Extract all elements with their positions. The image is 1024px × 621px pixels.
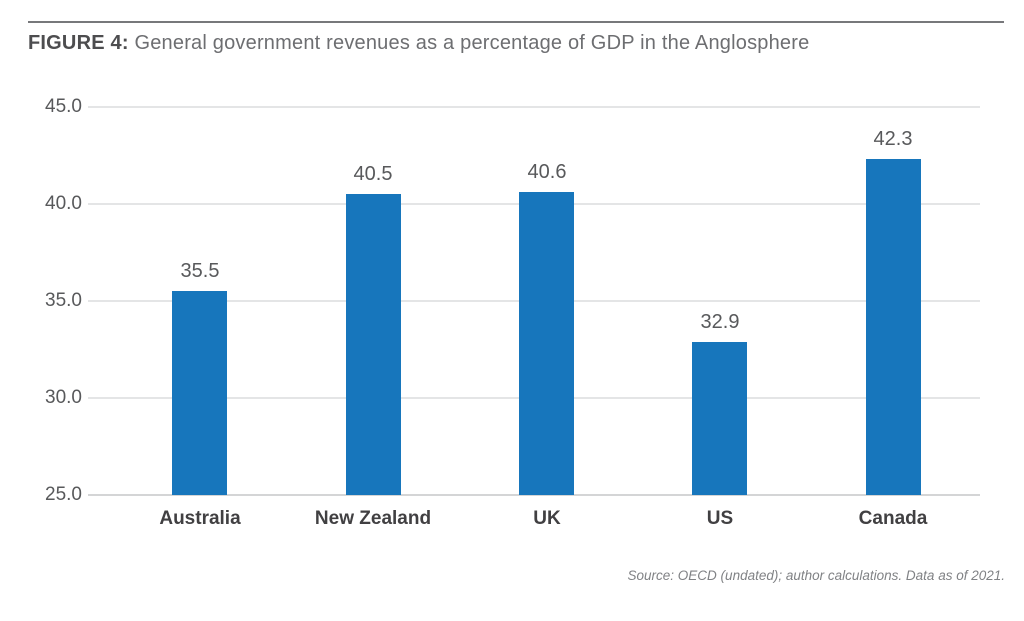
figure-title: FIGURE 4: General government revenues as…	[28, 32, 809, 55]
bar-canada	[866, 159, 921, 495]
bar-us	[692, 342, 747, 495]
category-label-us: US	[706, 508, 734, 529]
figure-number-label: FIGURE 4:	[28, 32, 129, 54]
ytick-label-45: 45.0	[45, 96, 82, 117]
ytick-label-25: 25.0	[45, 484, 82, 505]
ytick-label-35: 35.0	[45, 290, 82, 311]
top-rule-divider	[28, 21, 1004, 23]
value-label-new-zealand: 40.5	[353, 163, 393, 185]
value-label-australia: 35.5	[180, 260, 220, 282]
value-label-us: 32.9	[700, 311, 740, 333]
ytick-label-40: 40.0	[45, 193, 82, 214]
source-note: Source: OECD (undated); author calculati…	[627, 568, 1005, 583]
value-label-uk: 40.6	[527, 161, 567, 183]
bar-new-zealand	[346, 194, 401, 495]
value-label-canada: 42.3	[873, 128, 913, 150]
figure-title-text: General government revenues as a percent…	[134, 32, 810, 54]
category-label-canada: Canada	[858, 508, 928, 529]
bar-australia	[172, 291, 227, 495]
category-label-new-zealand: New Zealand	[314, 508, 432, 529]
bar-uk	[519, 192, 574, 495]
gridline-45	[88, 106, 980, 108]
category-label-australia: Australia	[159, 508, 241, 529]
ytick-label-30: 30.0	[45, 387, 82, 408]
gridline-25	[88, 494, 980, 496]
category-label-uk: UK	[533, 508, 561, 529]
